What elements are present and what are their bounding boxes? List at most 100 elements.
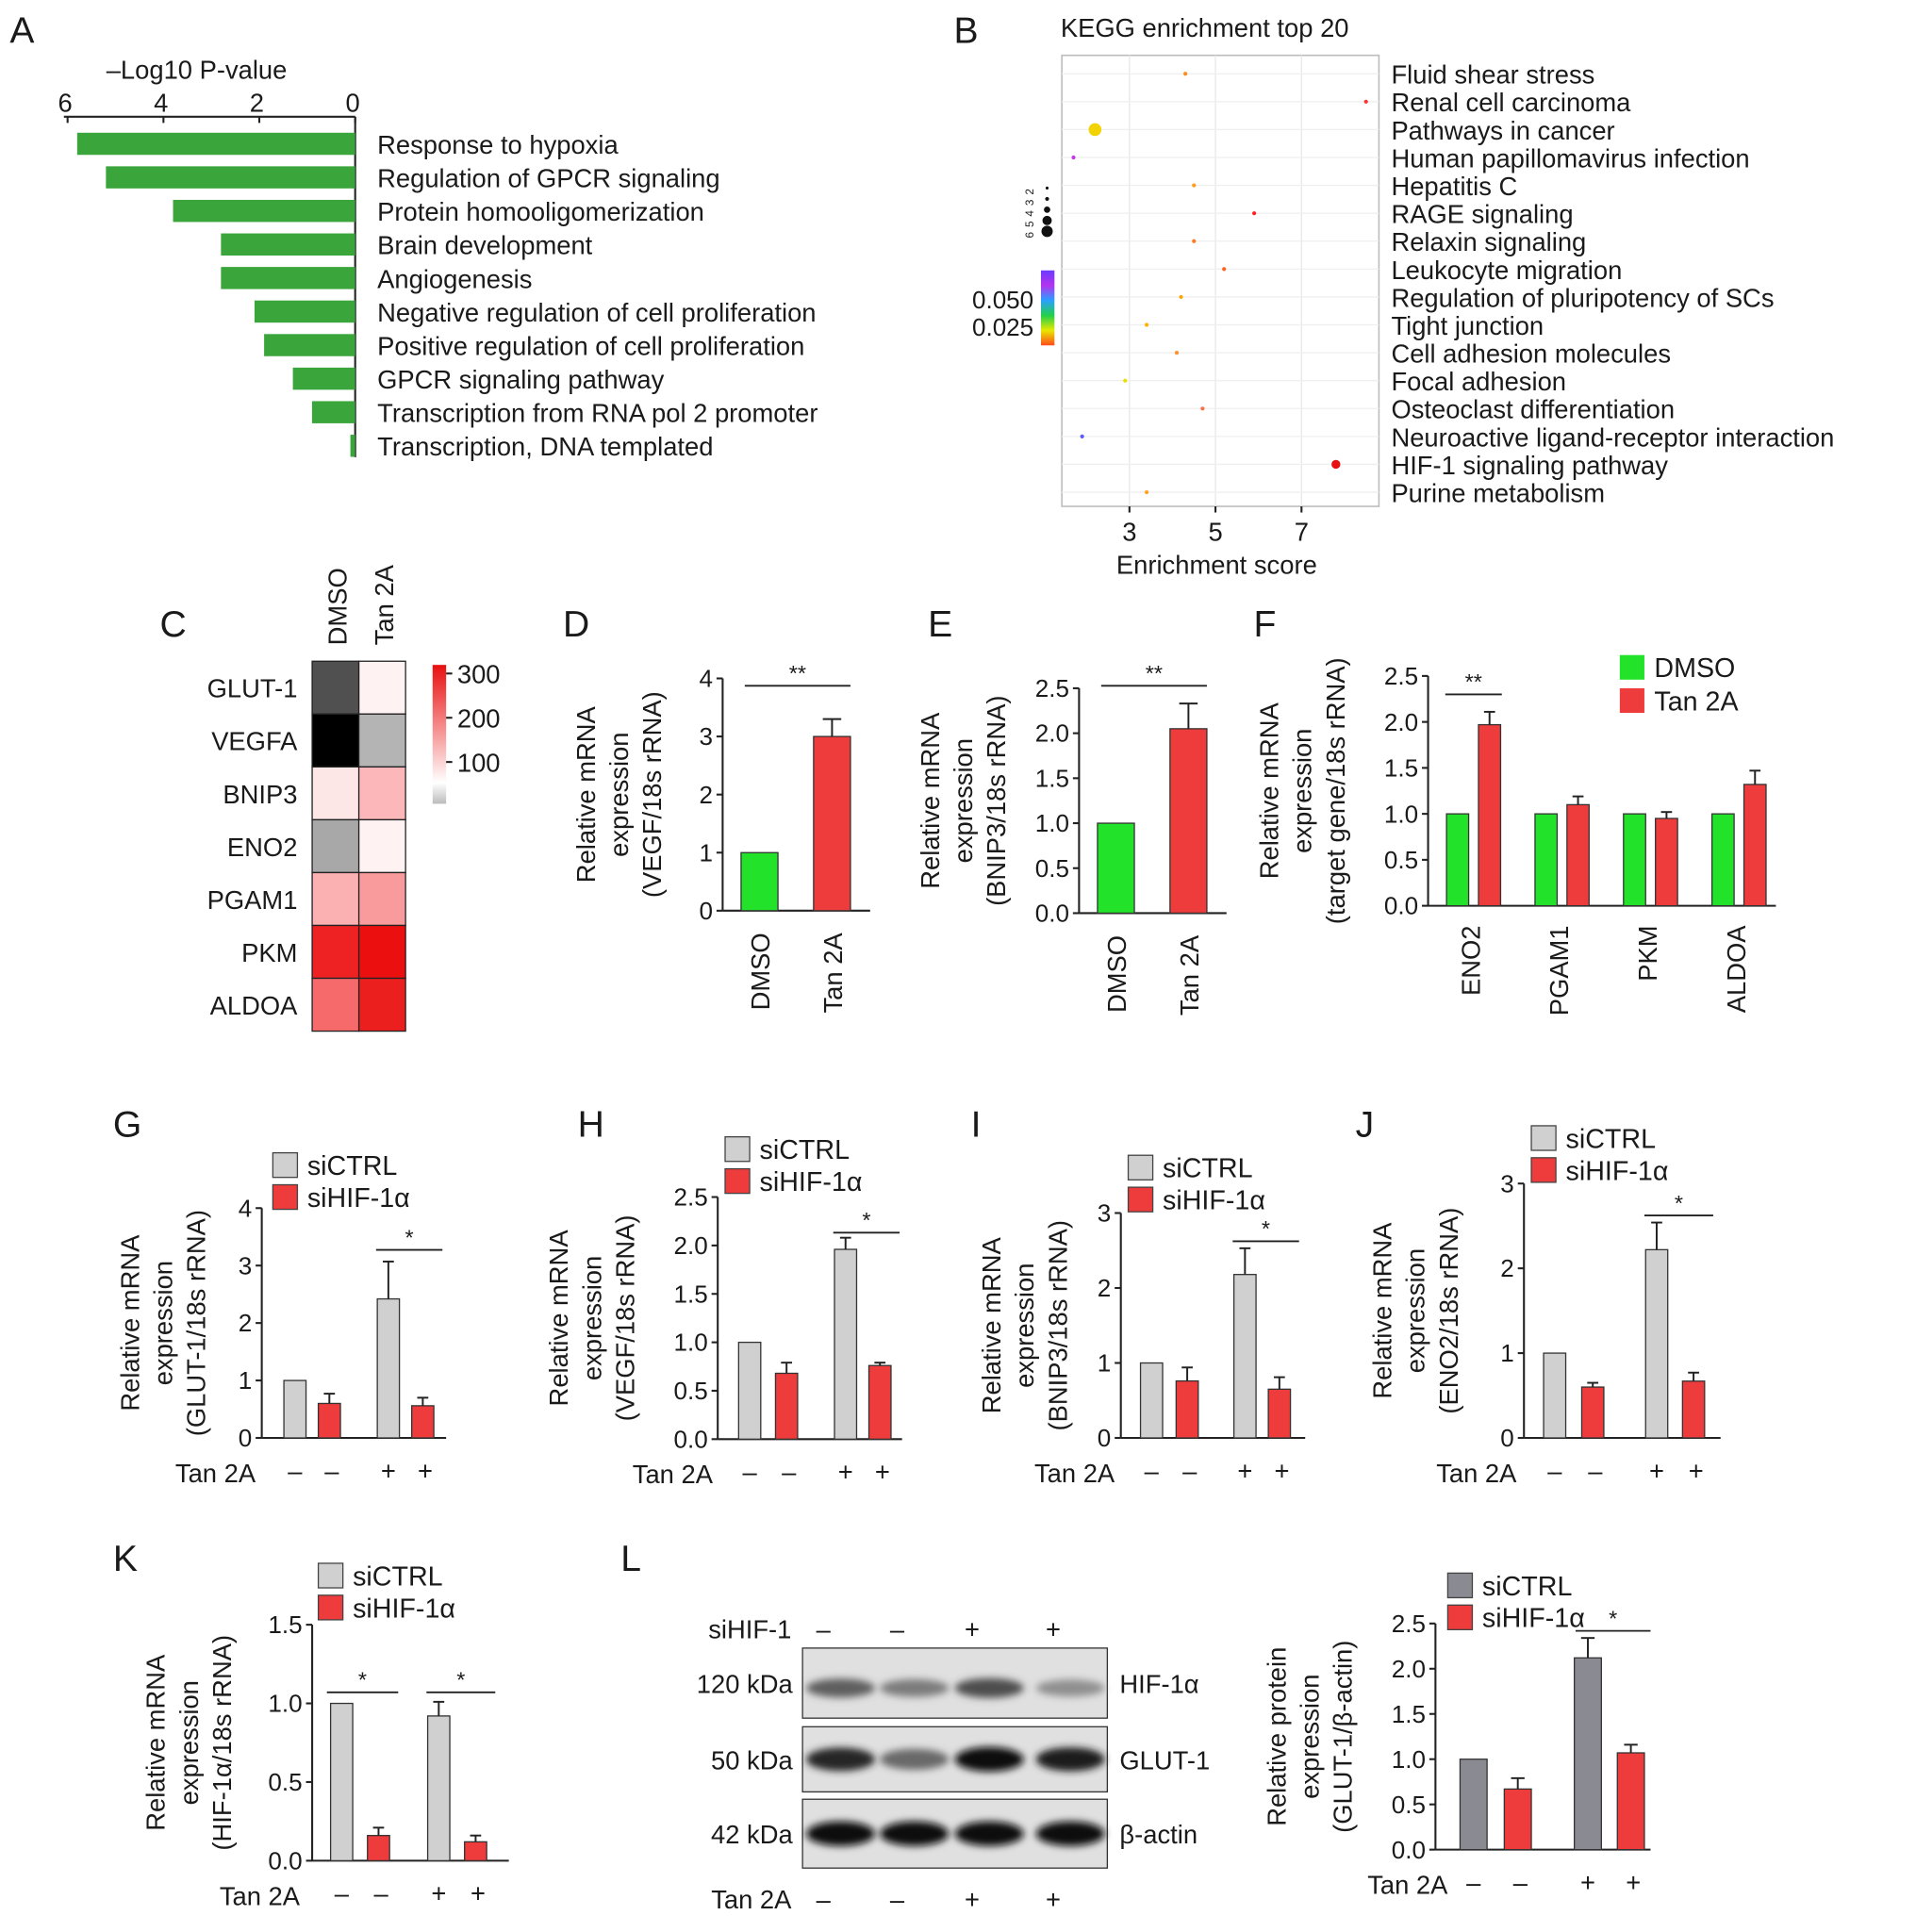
tan2a-sign: + (1580, 1868, 1595, 1897)
tan2a-sign: – (1547, 1456, 1562, 1485)
axis-title-b: Enrichment score (1116, 551, 1317, 580)
legend-label-tan: Tan 2A (1654, 686, 1739, 717)
legend-label-sihif: siHIF-1α (760, 1167, 863, 1197)
legend-label-sictrl: siCTRL (1163, 1154, 1253, 1184)
point-b (1222, 267, 1227, 272)
legend-label-sihif: siHIF-1α (353, 1593, 455, 1624)
bar-i (1232, 1274, 1257, 1439)
axis-title-y: expression (174, 1680, 204, 1805)
tick-label-y: 2.0 (1384, 708, 1418, 736)
tick-label-y: 0 (239, 1424, 253, 1452)
category-label-x: DMSO (746, 933, 775, 1010)
axis-title-y: Relative protein (1262, 1647, 1291, 1826)
sihif-sign: – (890, 1614, 905, 1643)
category-label-a: Transcription, DNA templated (377, 432, 713, 461)
heatmap-cell (357, 924, 406, 980)
significance-mark: * (1609, 1606, 1617, 1630)
tick-label-y: 1.5 (674, 1280, 708, 1308)
category-label-b: Neuroactive ligand-receptor interaction (1391, 422, 1834, 452)
axis-title-y: (GLUT-1/β-actin) (1329, 1641, 1358, 1833)
category-label-b: Human papillomavirus infection (1391, 143, 1749, 173)
bar-k (426, 1715, 451, 1862)
category-label-a: Negative regulation of cell proliferatio… (377, 298, 816, 327)
bar-k (329, 1702, 354, 1862)
size-legend-label: 6 (1024, 232, 1036, 239)
bar-a (254, 300, 355, 323)
axis-title-y: (VEGF/18s rRNA) (637, 691, 667, 898)
axis-title-y: Relative mRNA (571, 705, 601, 883)
bar-a (350, 435, 355, 457)
tan2a-sign: + (1689, 1456, 1704, 1485)
category-label-b: Tight junction (1391, 311, 1544, 340)
panel-letter-j: J (1356, 1105, 1375, 1146)
tick-label-y: 1 (1500, 1339, 1514, 1367)
tick-label-y: 0 (1098, 1424, 1112, 1452)
bar-e (1097, 822, 1135, 915)
category-label-b: Cell adhesion molecules (1391, 339, 1671, 369)
tick-label-y: 3 (1500, 1169, 1514, 1197)
significance-mark: * (1675, 1191, 1683, 1215)
heatmap-col-label: Tan 2A (370, 564, 399, 645)
legend-swatch-sihif (1530, 1157, 1557, 1183)
axis-title-y: expression (148, 1261, 177, 1385)
category-label-b: Leukocyte migration (1391, 256, 1622, 285)
tan2a-sign: + (838, 1458, 853, 1487)
point-b (1331, 459, 1341, 470)
tan2a-sign: + (471, 1879, 486, 1908)
blot-band (1035, 1747, 1105, 1772)
axis-title-y: Relative mRNA (916, 712, 945, 889)
tick-label-y: 0.5 (1035, 854, 1069, 883)
legend-swatch-sictrl (317, 1562, 344, 1589)
heatmap-row-label: ALDOA (210, 991, 299, 1020)
category-label-b: Purine metabolism (1391, 478, 1605, 507)
bar-f-dmso (1445, 813, 1470, 907)
bar-f-dmso (1710, 813, 1735, 907)
legend-label-sictrl: siCTRL (353, 1561, 443, 1592)
blot-band (880, 1821, 950, 1846)
tick-label-a: 0 (345, 89, 359, 118)
axis-title-y: (BNIP3/18s rRNA) (1043, 1220, 1072, 1430)
bar-j (1580, 1386, 1605, 1439)
category-label-b: Relaxin signaling (1391, 227, 1586, 256)
bar-a (173, 199, 355, 223)
point-b (1200, 406, 1205, 411)
bar-a (221, 267, 355, 289)
point-b (1252, 211, 1257, 216)
bar-l (1459, 1759, 1488, 1851)
tan2a-sign: + (1649, 1456, 1664, 1485)
color-legend-label: 0.025 (972, 313, 1033, 341)
tick-label-y: 2.5 (1392, 1610, 1426, 1638)
heatmap-row-label: BNIP3 (223, 780, 297, 809)
tan2a-sign: + (381, 1456, 396, 1485)
legend-swatch-tan (1619, 687, 1644, 713)
tan2a-sign: – (890, 1885, 905, 1914)
tan2a-sign: + (1046, 1885, 1061, 1914)
axis-title-y: Relative mRNA (115, 1234, 144, 1412)
axis-title-y: Relative mRNA (1255, 702, 1284, 880)
heatmap-cell (311, 977, 360, 1032)
axis-title-y: expression (1010, 1263, 1039, 1388)
bar-f-tan (1566, 803, 1590, 907)
tick-label-a: 4 (154, 89, 168, 118)
panel-letter-e: E (928, 604, 952, 645)
axis-title-y: expression (577, 1256, 606, 1380)
axis-title-y: expression (1288, 729, 1317, 853)
sihif-sign: – (817, 1614, 832, 1643)
panel-letter-f: F (1253, 604, 1276, 645)
axis-title-y: Relative mRNA (141, 1654, 171, 1831)
sihif-row-label: siHIF-1 (708, 1614, 791, 1643)
bar-g (283, 1379, 307, 1439)
point-b (1179, 294, 1183, 300)
tick-label-y: 1.5 (1035, 764, 1069, 792)
tan2a-sign: – (817, 1885, 832, 1914)
legend-swatch-sictrl (1127, 1154, 1154, 1181)
tick-label-y: 2 (699, 781, 713, 809)
bar-d (740, 851, 779, 912)
tan2a-sign: + (1274, 1456, 1289, 1485)
tick-label-y: 2.0 (674, 1231, 708, 1260)
category-label-a: GPCR signaling pathway (377, 365, 664, 394)
bar-k (367, 1835, 390, 1862)
category-label-x: PKM (1633, 925, 1662, 981)
axis-title-y: (target gene/18s rRNA) (1321, 657, 1350, 924)
size-legend-dot (1044, 206, 1050, 213)
